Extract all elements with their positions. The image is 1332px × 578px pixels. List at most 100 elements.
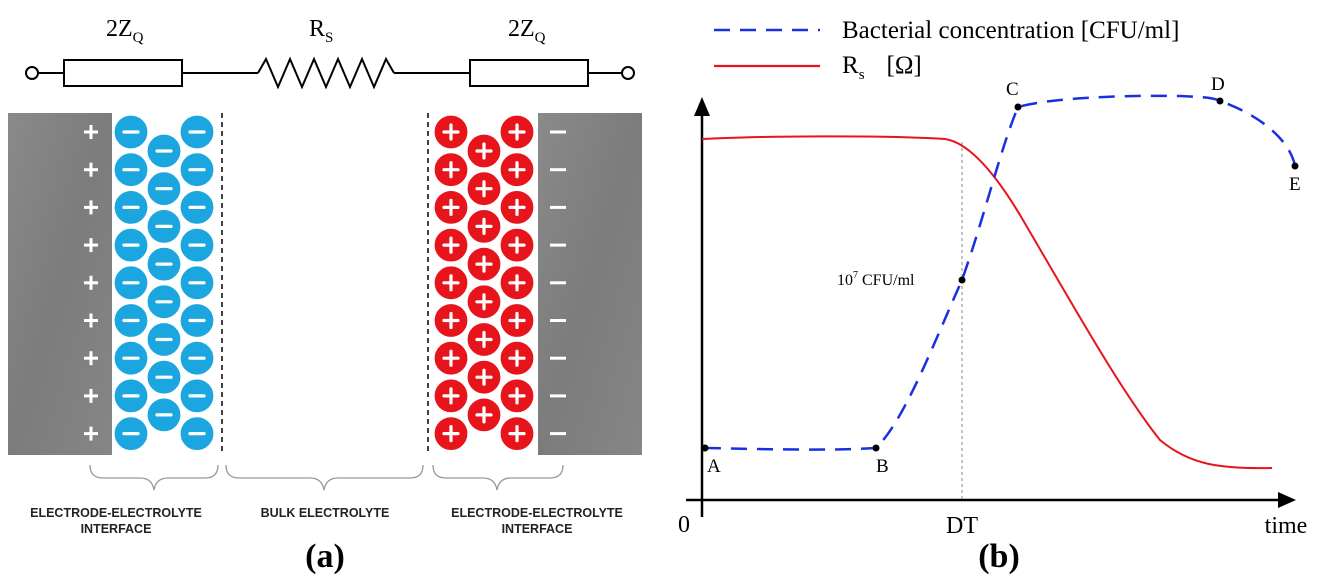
negative-ion: [179, 227, 215, 263]
negative-ion: [179, 378, 215, 414]
negative-ion-layer: [113, 114, 215, 452]
electrode-positive-charge: [84, 162, 98, 177]
right-electrode-charges: [550, 130, 566, 436]
point-d-label: D: [1211, 74, 1225, 95]
negative-ion: [179, 114, 215, 150]
negative-ion: [146, 321, 182, 358]
electrode-positive-charge: [84, 238, 98, 253]
positive-ion: [499, 265, 535, 301]
positive-ion: [466, 321, 502, 358]
legend-concentration-label: Bacterial concentration [CFU/ml]: [842, 17, 1179, 44]
positive-ion: [499, 378, 535, 414]
x-axis-arrow: [1278, 492, 1296, 508]
positive-ion: [499, 302, 535, 339]
positive-ion: [466, 397, 502, 433]
right-region-label-line1: ELECTRODE-ELECTROLYTE: [451, 506, 623, 520]
point-e-marker: [1291, 162, 1299, 170]
resistor-zigzag: [257, 56, 395, 90]
negative-ion: [113, 152, 149, 188]
negative-ion: [146, 171, 182, 207]
electrode-positive-charge: [84, 200, 98, 215]
negative-ion: [113, 189, 149, 225]
region-braces: [89, 464, 564, 491]
negative-ion: [146, 397, 182, 433]
positive-ion: [433, 227, 469, 263]
negative-ion: [113, 265, 149, 301]
right-impedance-box: [469, 59, 589, 87]
positive-ion: [499, 416, 535, 452]
point-c-label: C: [1006, 79, 1019, 100]
point-a-marker: [701, 444, 709, 452]
right-terminal: [621, 66, 635, 80]
middle-region-brace: [225, 464, 424, 491]
positive-ion: [499, 114, 535, 150]
panel-b: Bacterial concentration [CFU/ml] Rs [Ω] 0…: [678, 17, 1307, 575]
negative-ion: [113, 340, 149, 376]
negative-ion: [179, 302, 215, 339]
point-b-label: B: [876, 456, 889, 477]
point-a-label: A: [707, 456, 721, 477]
panel-b-label: (b): [978, 538, 1020, 575]
point-e-label: E: [1289, 174, 1301, 195]
left-region-label-line1: ELECTRODE-ELECTROLYTE: [30, 506, 202, 520]
negative-ion: [146, 208, 182, 244]
positive-ion-layer: [433, 114, 535, 452]
electrode-positive-charge: [84, 426, 98, 441]
positive-ion: [466, 133, 502, 169]
negative-ion: [113, 114, 149, 150]
positive-ion: [466, 284, 502, 320]
point-10e7-marker: [958, 276, 966, 284]
right-region-brace: [432, 464, 564, 491]
negative-ion: [146, 359, 182, 395]
negative-ion: [146, 246, 182, 282]
positive-ion: [466, 246, 502, 282]
negative-ion: [113, 416, 149, 452]
negative-ion: [113, 302, 149, 339]
negative-ion: [179, 340, 215, 376]
electrode-positive-charge: [84, 388, 98, 403]
resistor-label: RS: [309, 16, 333, 46]
positive-ion: [466, 171, 502, 207]
origin-label: 0: [678, 512, 690, 538]
left-terminal: [25, 66, 39, 80]
left-impedance-box: [63, 59, 183, 87]
y-axis-arrow: [694, 97, 710, 116]
left-electrode-charges: [84, 125, 98, 441]
positive-ion: [433, 340, 469, 376]
positive-ion: [433, 378, 469, 414]
positive-ion: [499, 340, 535, 376]
positive-ion: [433, 114, 469, 150]
positive-ion: [433, 265, 469, 301]
positive-ion: [433, 152, 469, 188]
negative-ion: [146, 133, 182, 169]
positive-ion: [433, 416, 469, 452]
rs-curve: [701, 135, 1273, 470]
negative-ion: [179, 416, 215, 452]
positive-ion: [433, 189, 469, 225]
bulk-region-label: BULK ELECTROLYTE: [261, 506, 390, 520]
electrode-positive-charge: [84, 275, 98, 290]
negative-ion: [179, 189, 215, 225]
right-region-label-line2: INTERFACE: [502, 522, 573, 536]
point-b-marker: [872, 444, 880, 452]
dt-tick-label: DT: [946, 513, 978, 539]
right-impedance-label: 2ZQ: [508, 16, 546, 46]
concentration-curve: [704, 94, 1297, 451]
positive-ion: [499, 227, 535, 263]
legend-rs-label: Rs [Ω]: [842, 52, 922, 83]
left-region-label-line2: INTERFACE: [81, 522, 152, 536]
negative-ion: [113, 378, 149, 414]
positive-ion: [499, 189, 535, 225]
positive-ion: [499, 152, 535, 188]
electrode-positive-charge: [84, 125, 98, 139]
negative-ion: [146, 284, 182, 320]
positive-ion: [466, 359, 502, 395]
panel-a: 2ZQ RS 2ZQ ELECTRODE-ELECTROLYTE INTERFA…: [8, 16, 642, 575]
electrode-positive-charge: [84, 313, 98, 328]
negative-ion: [113, 227, 149, 263]
positive-ion: [466, 208, 502, 244]
left-impedance-label: 2ZQ: [106, 16, 144, 46]
negative-ion: [179, 265, 215, 301]
negative-ion: [179, 152, 215, 188]
detection-threshold-annotation: 107 CFU/ml: [837, 270, 915, 289]
